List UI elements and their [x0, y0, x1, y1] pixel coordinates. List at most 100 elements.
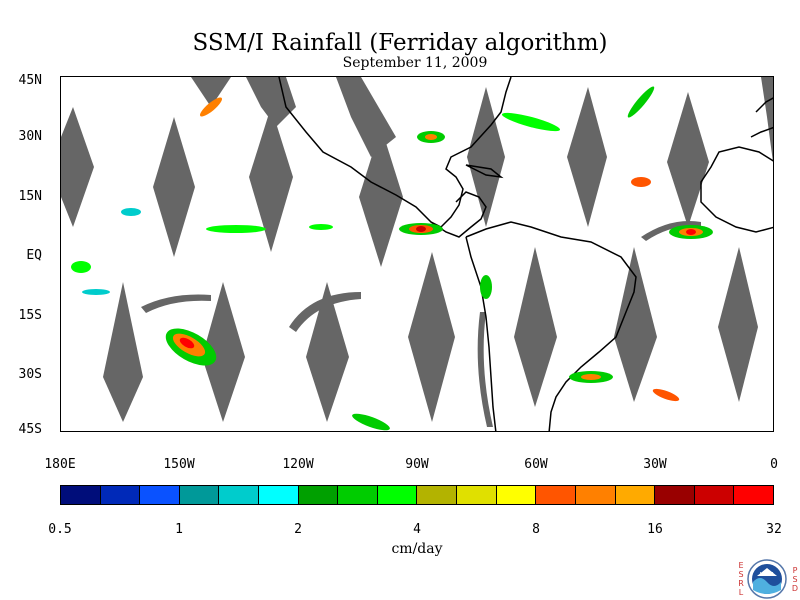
colorbar-segment	[219, 486, 260, 504]
gap-swath	[718, 247, 758, 402]
gap-swath	[153, 117, 195, 257]
map-date: September 11, 2009	[342, 55, 488, 71]
gap-swath	[614, 247, 657, 402]
rain-patch	[501, 112, 561, 132]
gap-swath	[61, 107, 94, 227]
rain-patch	[309, 224, 333, 230]
gap-swath	[359, 127, 403, 267]
colorbar-segment	[496, 486, 537, 504]
gap-swath	[103, 282, 143, 422]
colorbar-segment	[734, 486, 773, 504]
gap-swath	[246, 77, 296, 127]
rain-patch	[631, 177, 651, 187]
south-america-coast	[465, 221, 637, 431]
colorbar-segment	[179, 486, 220, 504]
colorbar-segment	[338, 486, 378, 504]
colorbar-segment	[457, 486, 497, 504]
logo-right-letter: P	[792, 566, 798, 575]
rain-patch	[652, 388, 680, 402]
rain-patch	[425, 134, 437, 140]
central-america-coast	[430, 191, 487, 238]
lat-label: 45N	[18, 73, 42, 88]
logo-left-letter: E	[738, 561, 744, 570]
noaa-emblem-icon: NOAA	[747, 559, 787, 599]
colorbar-segment	[655, 486, 695, 504]
colorbar-tick-label: 2	[294, 522, 302, 537]
colorbar-segment	[615, 486, 656, 504]
lon-label: 60W	[524, 457, 548, 472]
colorbar-segment	[536, 486, 576, 504]
gap-swath	[336, 77, 396, 157]
rainfall-patches	[71, 86, 713, 431]
gap-swath	[514, 247, 557, 407]
lon-label: 90W	[405, 457, 429, 472]
lon-label: 120W	[282, 457, 314, 472]
lat-label: 30S	[18, 367, 42, 382]
africa-coast	[700, 146, 773, 233]
logo-left-letter: R	[738, 579, 744, 588]
colorbar-tick-label: 8	[532, 522, 540, 537]
colorbar-segment	[377, 486, 418, 504]
logo-text: NOAA	[760, 572, 775, 578]
europe-coast	[750, 97, 773, 138]
colorbar-tick-label: 16	[647, 522, 663, 537]
colorbar-tick-label: 1	[175, 522, 183, 537]
lon-label: 150W	[163, 457, 195, 472]
rain-patch	[480, 275, 492, 299]
lat-label: 15N	[18, 189, 42, 204]
rain-patch	[199, 97, 223, 117]
lat-label: 30N	[18, 129, 42, 144]
map-canvas	[61, 77, 773, 431]
gap-arc	[289, 292, 361, 332]
colorbar-tick-label: 0.5	[48, 522, 72, 537]
rain-patch	[71, 261, 91, 273]
logo-right-letter: D	[791, 584, 799, 593]
gap-swath	[667, 92, 709, 227]
rain-patch	[352, 413, 390, 431]
gap-arc	[477, 312, 493, 427]
rain-patch	[416, 226, 426, 232]
rain-patch	[686, 229, 696, 235]
gap-swath	[306, 282, 349, 422]
rain-patch	[206, 225, 266, 233]
colorbar-units: cm/day	[391, 541, 443, 557]
gap-swath	[191, 77, 231, 107]
gap-swath	[567, 87, 607, 227]
map-title: SSM/I Rainfall (Ferriday algorithm)	[192, 30, 608, 56]
colorbar-segment	[298, 486, 339, 504]
gap-swath	[249, 107, 293, 252]
logo-right-letter: S	[792, 575, 798, 584]
gap-swath	[408, 252, 455, 422]
colorbar-segment	[259, 486, 299, 504]
colorbar-tick-label: 32	[766, 522, 782, 537]
colorbar	[60, 485, 774, 505]
rain-patch	[82, 289, 110, 295]
gap-swath	[202, 282, 245, 422]
rain-patch	[581, 374, 601, 380]
colorbar-segment	[575, 486, 616, 504]
lon-label: 0	[770, 457, 778, 472]
north-america-coast	[278, 77, 512, 228]
colorbar-segment	[100, 486, 141, 504]
lon-label: 30W	[643, 457, 667, 472]
esrl-psd-noaa-logo[interactable]: E S R L NOAA P S D	[733, 558, 800, 600]
colorbar-tick-label: 4	[413, 522, 421, 537]
cuba	[465, 164, 504, 179]
colorbar-segment	[61, 486, 101, 504]
lat-label: 45S	[18, 422, 42, 437]
rainfall-map	[60, 76, 774, 432]
coastlines	[278, 77, 773, 431]
colorbar-segment	[417, 486, 458, 504]
gap-swath	[467, 87, 505, 227]
colorbar-segment	[694, 486, 735, 504]
logo-left-letter: L	[738, 588, 744, 597]
rain-patch	[627, 86, 655, 118]
lon-label: 180E	[44, 457, 76, 472]
gap-arc	[141, 294, 211, 313]
no-data-gaps	[61, 77, 773, 427]
colorbar-segment	[140, 486, 180, 504]
gap-swath	[761, 77, 773, 162]
lat-label: 15S	[18, 308, 42, 323]
rain-patch	[179, 337, 195, 349]
logo-left-letter: S	[738, 570, 744, 579]
